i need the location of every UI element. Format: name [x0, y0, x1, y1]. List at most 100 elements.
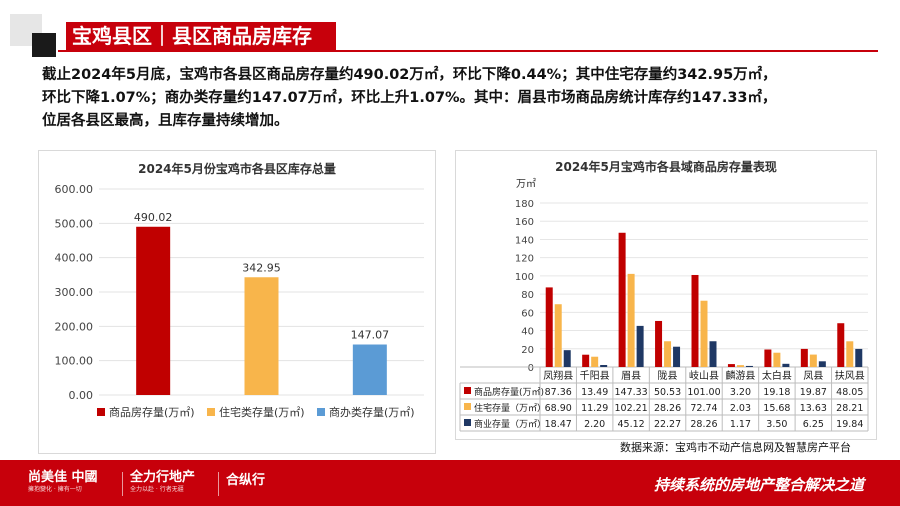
table-cell: 28.26	[690, 419, 717, 430]
legend-swatch	[207, 408, 215, 416]
logo-divider	[218, 472, 219, 496]
logo-quanlixing: 全力行地产 全力以赴 · 行者无疆	[130, 470, 195, 494]
category-label: 凤翔县	[543, 369, 573, 382]
bar	[745, 365, 753, 367]
footer-bar: 尚美佳 中國 擁抱變化 · 擁有一切 全力行地产 全力以赴 · 行者无疆 合纵行…	[0, 460, 900, 506]
bar	[809, 354, 817, 367]
y-tick-label: 80	[521, 290, 534, 301]
table-cell: 19.87	[800, 387, 827, 398]
legend-swatch	[317, 408, 325, 416]
title-underline	[58, 50, 878, 52]
bar	[764, 349, 772, 367]
county-stock-chart-panel: 2024年5月宝鸡市各县域商品房存量表现 万㎡ 0 20 40 60 80 100 120 140…	[455, 150, 877, 440]
footer-slogan: 持续系统的房地产整合解决之道	[653, 476, 864, 494]
table-cell: 18.47	[545, 419, 572, 430]
y-tick-label: 160	[515, 217, 534, 228]
category-label: 扶风县	[835, 369, 865, 382]
table-cell: 68.90	[545, 403, 572, 414]
bar	[846, 341, 854, 367]
table-cell: 19.18	[763, 387, 790, 398]
category-label: 陇县	[658, 369, 678, 382]
bar	[545, 287, 553, 367]
legend-swatch	[97, 408, 105, 416]
logo-shangmeijia-tag: 擁抱變化 · 擁有一切	[28, 486, 82, 493]
bar	[136, 226, 171, 395]
bar	[600, 364, 608, 367]
intro-paragraph: 截止2024年5月底，宝鸡市各县区商品房存量约490.02万㎡，环比下降0.44…	[42, 64, 872, 133]
bar	[664, 341, 672, 367]
logo-shangmeijia-suffix: 中國	[71, 470, 98, 485]
intro-line-3: 位居各县区最高，且库存量持续增加。	[42, 113, 289, 129]
table-cell: 101.00	[687, 387, 720, 398]
data-label: 147.07	[351, 329, 390, 342]
legend-label: 住宅存量（万㎡）	[474, 402, 546, 414]
bar	[818, 361, 826, 367]
y-tick-label: 100	[515, 272, 534, 283]
table-cell: 102.21	[614, 403, 647, 414]
y-tick-label: 180	[515, 199, 534, 210]
bar	[727, 364, 735, 367]
y-tick-label: 300.00	[55, 286, 94, 299]
category-label: 眉县	[621, 370, 641, 382]
total-stock-chart: 2024年5月份宝鸡市各县区库存总量 0.00 100.00 200.00 300.00…	[55, 161, 424, 419]
y-tick-label: 20	[521, 345, 534, 356]
bar	[591, 356, 599, 367]
y-tick-label: 0	[528, 363, 534, 374]
table-cell: 28.26	[654, 403, 681, 414]
bar	[627, 273, 635, 367]
logo-divider	[122, 472, 123, 496]
legend-swatch	[464, 419, 471, 426]
intro-line-2: 环比下降1.07%；商办类存量约147.07万㎡，环比上升1.07%。其中：眉县…	[42, 90, 777, 106]
logo-hezongxing: 合纵行	[226, 473, 265, 489]
bar	[837, 323, 845, 367]
table-cell: 19.84	[836, 419, 863, 430]
bar	[691, 274, 699, 367]
table-cell: 45.12	[618, 419, 645, 430]
bar	[563, 350, 571, 367]
logo-hezongxing-name: 合纵行	[226, 473, 266, 488]
table-cell: 3.20	[730, 387, 751, 398]
bar	[655, 320, 663, 367]
legend-label: 商品房存量(万㎡)	[109, 405, 195, 419]
legend-label: 商办类存量(万㎡)	[329, 405, 415, 419]
logo-shangmeijia-name: 尚美佳	[28, 470, 68, 485]
page-title: 宝鸡县区｜县区商品房库存	[72, 24, 312, 48]
data-source: 数据来源：宝鸡市不动产信息网及智慧房产平台	[620, 441, 851, 454]
data-label: 342.95	[242, 261, 281, 274]
category-label: 千阳县	[580, 370, 610, 382]
y-tick-label: 400.00	[55, 252, 94, 265]
category-label: 麟游县	[725, 369, 755, 382]
bar	[244, 277, 279, 395]
table-cell: 6.25	[803, 419, 824, 430]
table-cell: 72.74	[690, 403, 717, 414]
table-cell: 50.53	[654, 387, 681, 398]
table-cell: 48.05	[836, 387, 863, 398]
total-stock-chart-panel: 2024年5月份宝鸡市各县区库存总量 0.00 100.00 200.00 300.00…	[38, 150, 436, 454]
legend-swatch	[464, 387, 471, 394]
bar	[736, 365, 744, 367]
bar	[352, 344, 387, 395]
chart-title: 2024年5月份宝鸡市各县区库存总量	[138, 161, 336, 176]
category-label: 凤县	[803, 370, 823, 382]
logo-shangmeijia: 尚美佳 中國 擁抱變化 · 擁有一切	[28, 470, 98, 494]
table-cell: 3.50	[766, 419, 787, 430]
bar	[554, 304, 562, 367]
bar	[618, 232, 626, 367]
title-bar: 宝鸡县区｜县区商品房库存	[0, 0, 900, 62]
bar	[855, 348, 863, 367]
table-cell: 87.36	[545, 387, 572, 398]
category-label: 岐山县	[689, 369, 719, 382]
table-cell: 13.63	[800, 403, 827, 414]
y-tick-label: 200.00	[55, 320, 94, 333]
bar	[800, 348, 808, 367]
y-tick-label: 140	[515, 235, 534, 246]
table-cell: 28.21	[836, 403, 863, 414]
y-axis-unit: 万㎡	[516, 178, 536, 190]
y-tick-label: 60	[521, 308, 534, 319]
y-tick-label: 500.00	[55, 217, 94, 230]
y-tick-label: 600.00	[55, 183, 94, 196]
legend-label: 住宅类存量(万㎡)	[219, 405, 305, 419]
bar	[673, 346, 681, 367]
bar	[782, 363, 790, 367]
category-label: 太白县	[762, 369, 792, 382]
